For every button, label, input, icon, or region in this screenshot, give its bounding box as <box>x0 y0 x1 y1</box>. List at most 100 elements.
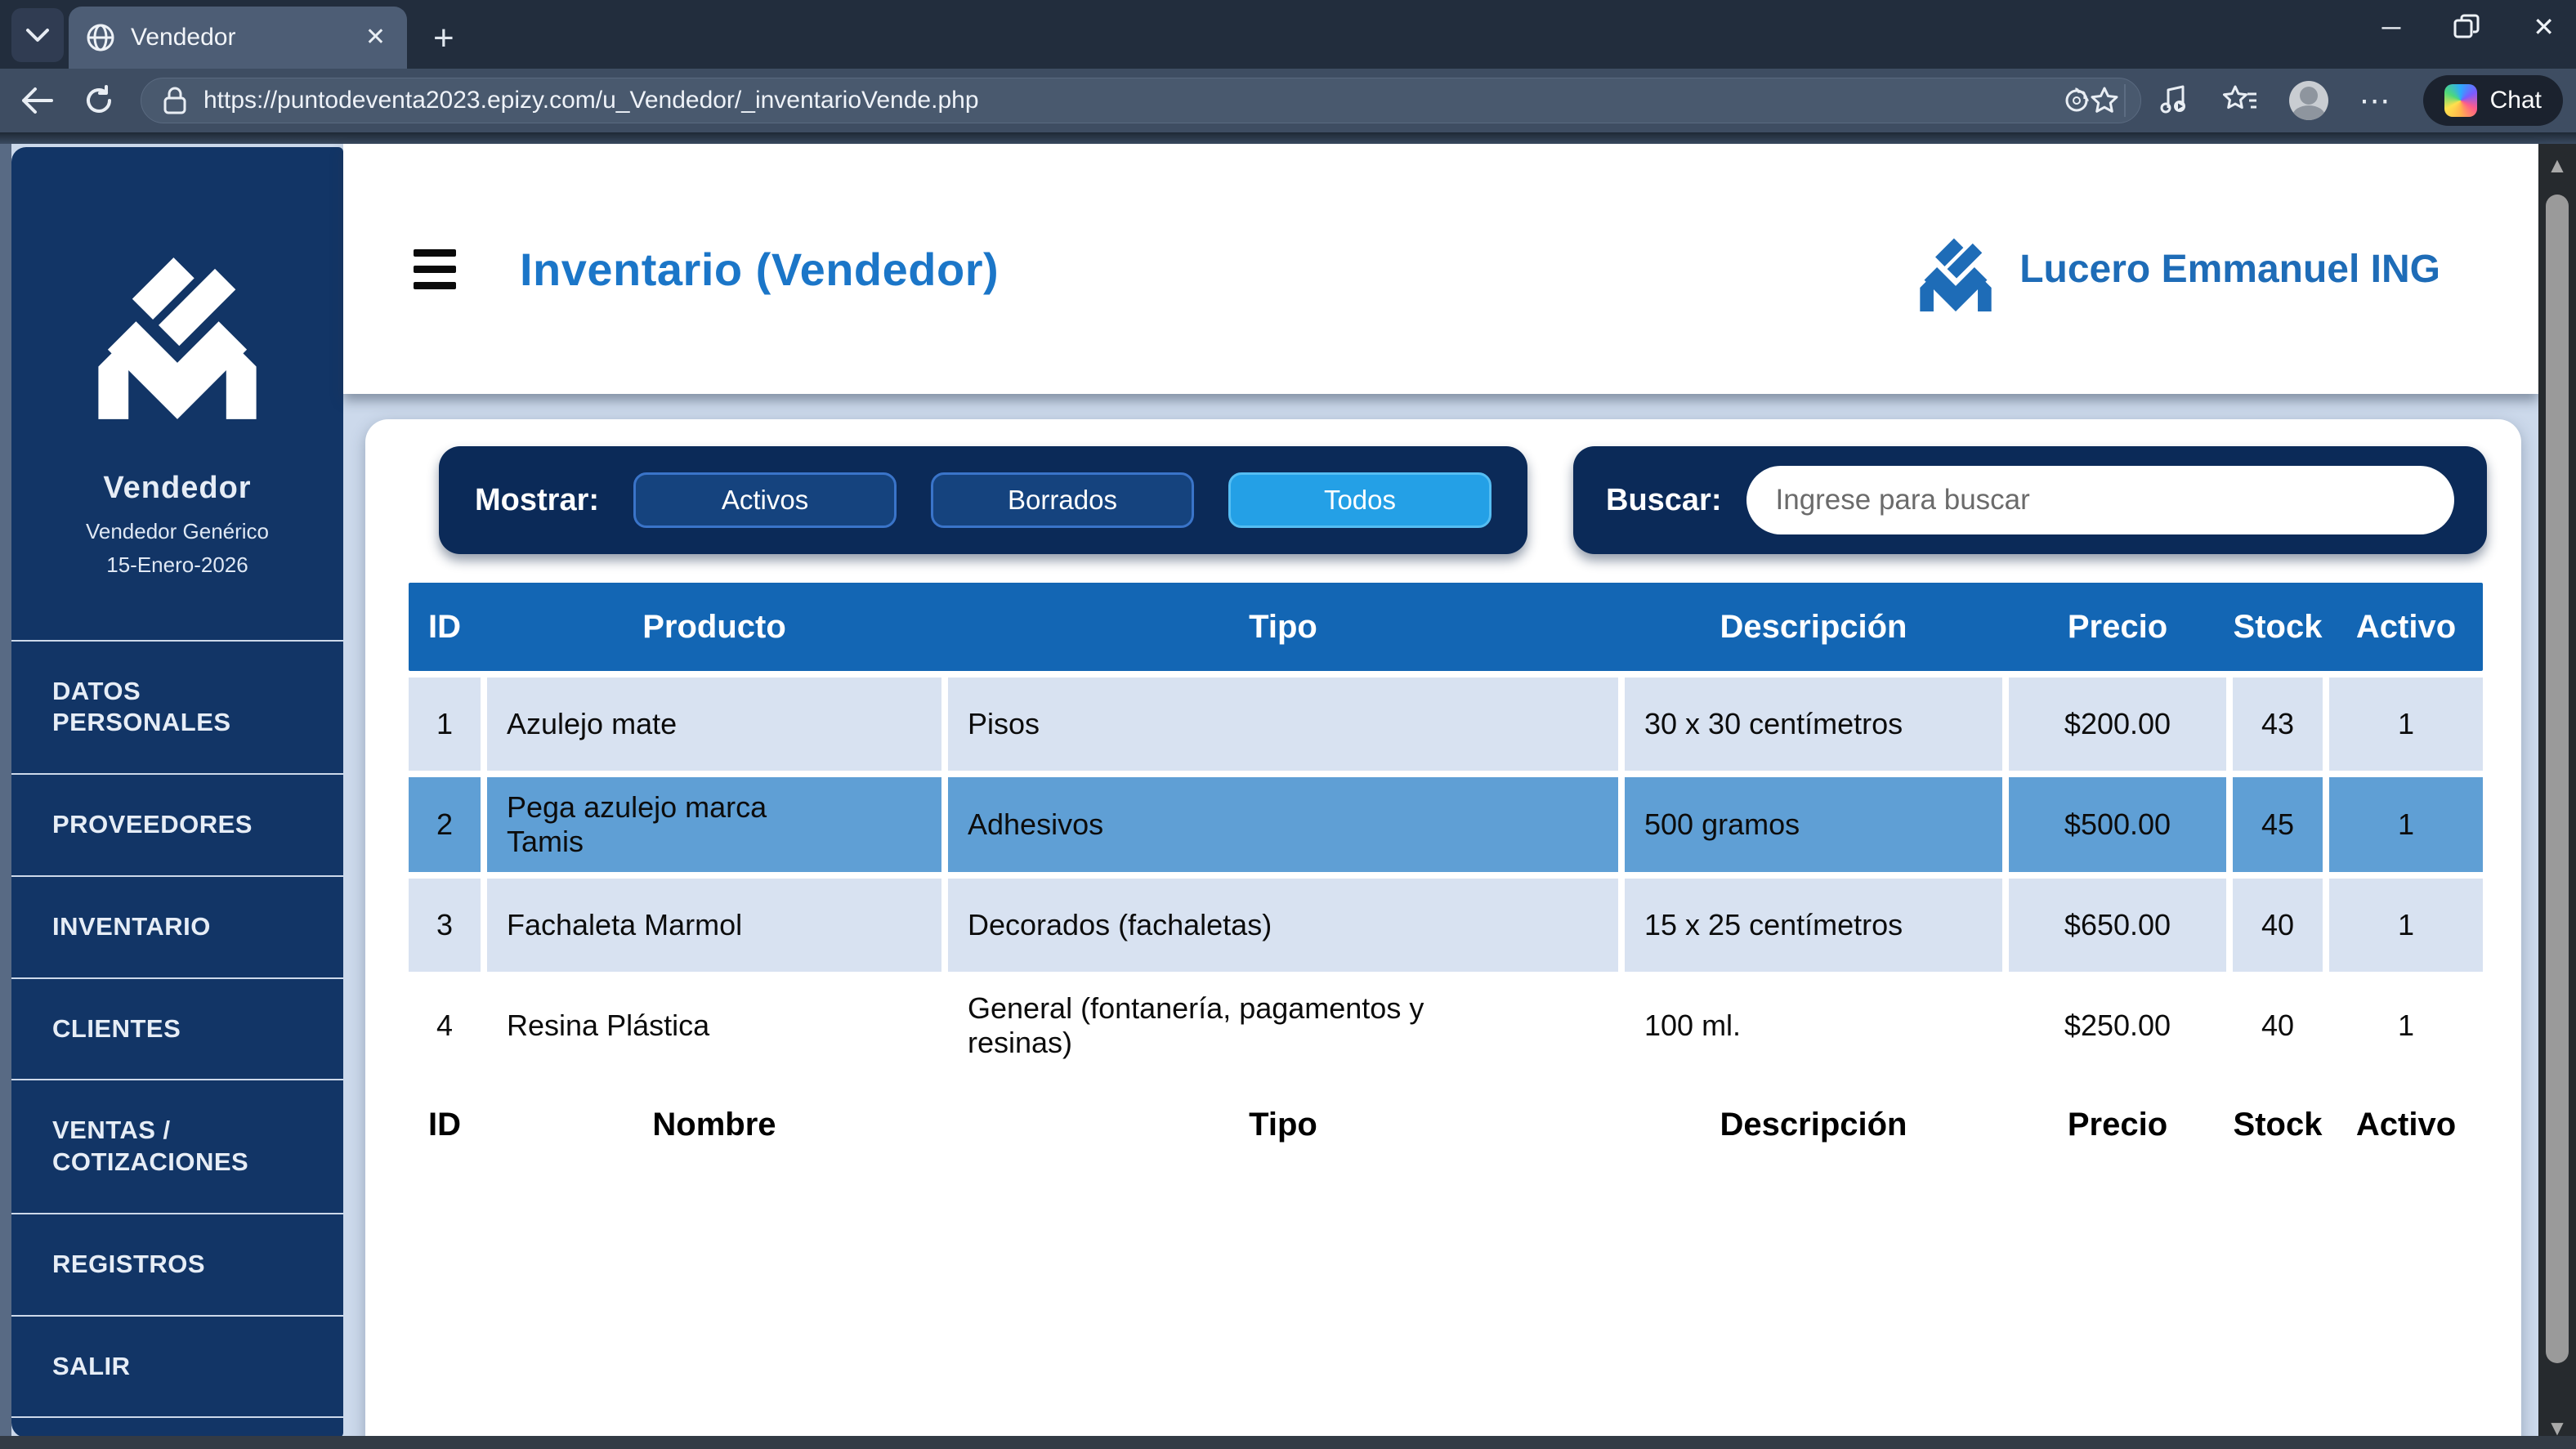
address-bar[interactable]: https://puntodeventa2023.epizy.com/u_Ven… <box>141 78 2141 123</box>
favorites-bar-icon[interactable] <box>2222 84 2258 117</box>
cell-tipo: General (fontanería, pagamentos y resina… <box>968 991 1424 1059</box>
col-header-id: ID <box>428 608 461 645</box>
cell-tipo: Adhesivos <box>948 777 1618 872</box>
filter-button-todos[interactable]: Todos <box>1228 472 1491 528</box>
cell-precio: $250.00 <box>2064 1008 2171 1042</box>
col-header-tipo: Tipo <box>1249 608 1317 645</box>
sidebar-item-ventas-cotizaciones[interactable]: VENTAS / COTIZACIONES <box>11 1079 343 1213</box>
back-button[interactable] <box>18 82 56 119</box>
brand-logo: Lucero Emmanuel ING <box>1913 144 2440 394</box>
cell-producto: Fachaleta Marmol <box>487 879 941 972</box>
filter-button-borrados[interactable]: Borrados <box>931 472 1194 528</box>
mostrar-label: Mostrar: <box>475 482 600 517</box>
sidebar-item-datos-personales[interactable]: DATOS PERSONALES <box>11 639 343 774</box>
chevron-down-icon <box>26 29 49 42</box>
tab-search-chevron-button[interactable] <box>11 8 64 62</box>
buscar-panel: Buscar: <box>1573 446 2487 554</box>
window-close-button[interactable]: ✕ <box>2533 12 2555 42</box>
footer-descripcion: Descripción <box>1720 1106 1907 1143</box>
cell-producto: Pega azulejo marca Tamis <box>487 777 941 872</box>
cell-stock: 40 <box>2233 879 2323 972</box>
sidebar-role-title: Vendedor <box>103 470 252 505</box>
search-input[interactable] <box>1746 466 2454 534</box>
footer-tipo: Tipo <box>1249 1106 1317 1143</box>
chat-label: Chat <box>2489 87 2542 114</box>
table-row[interactable]: 2 Pega azulejo marca Tamis Adhesivos 500… <box>409 777 2483 872</box>
sidebar-item-registros[interactable]: REGISTROS <box>11 1212 343 1315</box>
cell-producto: Resina Plástica <box>507 1008 710 1042</box>
buscar-label: Buscar: <box>1606 482 1722 517</box>
tab-close-icon[interactable]: ✕ <box>364 24 386 51</box>
favorite-star-icon[interactable] <box>2090 86 2119 115</box>
footer-stock: Stock <box>2233 1106 2323 1143</box>
table-footer-row: ID Nombre Tipo Descripción Precio Stock … <box>409 1096 2483 1153</box>
brand-logo-icon <box>1920 239 1992 312</box>
page-title: Inventario (Vendedor) <box>520 243 1000 295</box>
col-header-producto: Producto <box>642 608 786 645</box>
url-text[interactable]: https://puntodeventa2023.epizy.com/u_Ven… <box>203 87 979 114</box>
media-controls-icon[interactable] <box>2157 83 2191 118</box>
cell-precio: $650.00 <box>2009 879 2226 972</box>
table-row[interactable]: 4 Resina Plástica General (fontanería, p… <box>409 978 2483 1073</box>
cell-id: 3 <box>409 879 481 972</box>
sidebar-date: 15-Enero-2026 <box>106 552 248 577</box>
page-scrollbar[interactable]: ▲ ▼ <box>2538 144 2576 1449</box>
cell-activo: 1 <box>2329 879 2483 972</box>
cell-precio: $500.00 <box>2009 777 2226 872</box>
cell-activo: 1 <box>2397 1008 2415 1042</box>
tab-title: Vendedor <box>131 24 236 51</box>
cell-precio: $200.00 <box>2009 678 2226 771</box>
new-tab-button[interactable]: + <box>433 18 454 58</box>
content-card: Mostrar: Activos Borrados Todos Buscar: … <box>365 419 2521 1449</box>
sidebar-item-inventario[interactable]: INVENTARIO <box>11 874 343 977</box>
col-header-descripcion: Descripción <box>1720 608 1907 645</box>
cell-id: 2 <box>409 777 481 872</box>
table-header-row: ID Producto Tipo Descripción Precio Stoc… <box>409 583 2483 671</box>
globe-favicon <box>87 24 114 51</box>
table-row[interactable]: 3 Fachaleta Marmol Decorados (fachaletas… <box>409 879 2483 972</box>
table-row[interactable]: 1 Azulejo mate Pisos 30 x 30 centímetros… <box>409 678 2483 771</box>
browser-tab-strip: Vendedor ✕ + ─ ✕ <box>0 0 2576 69</box>
window-bottom-edge <box>0 1436 2576 1449</box>
footer-id: ID <box>428 1106 461 1143</box>
cell-id: 1 <box>409 678 481 771</box>
refresh-button[interactable] <box>80 82 118 119</box>
cell-descripcion: 500 gramos <box>1625 777 2002 872</box>
footer-nombre: Nombre <box>652 1106 776 1143</box>
col-header-activo: Activo <box>2355 608 2457 645</box>
cell-activo: 1 <box>2329 678 2483 771</box>
scrollbar-down-arrow[interactable]: ▼ <box>2547 1415 2568 1440</box>
page-background: Vendedor Vendedor Genérico 15-Enero-2026… <box>0 144 2576 1449</box>
browser-tab[interactable]: Vendedor ✕ <box>69 7 407 69</box>
window-minimize-button[interactable]: ─ <box>2381 11 2401 42</box>
company-logo-icon <box>98 257 257 419</box>
sidebar-item-proveedores[interactable]: PROVEEDORES <box>11 773 343 875</box>
profile-avatar[interactable] <box>2288 81 2328 120</box>
cell-stock: 43 <box>2233 678 2323 771</box>
cell-activo: 1 <box>2329 777 2483 872</box>
mostrar-filter-panel: Mostrar: Activos Borrados Todos <box>439 446 1527 554</box>
sidebar-menu: DATOS PERSONALES PROVEEDORES INVENTARIO … <box>11 639 343 1419</box>
copilot-chat-button[interactable]: Chat <box>2422 75 2563 126</box>
page-header: Inventario (Vendedor) Lucero Emmanuel IN… <box>343 144 2538 394</box>
cell-descripcion: 30 x 30 centímetros <box>1625 678 2002 771</box>
extensions-icon[interactable] <box>2060 84 2093 117</box>
sidebar-item-salir[interactable]: SALIR <box>11 1314 343 1419</box>
brand-name: Lucero Emmanuel ING <box>2019 247 2440 291</box>
cell-descripcion: 15 x 25 centímetros <box>1625 879 2002 972</box>
cell-descripcion: 100 ml. <box>1644 1008 1742 1042</box>
cell-producto: Azulejo mate <box>487 678 941 771</box>
filter-button-activos[interactable]: Activos <box>633 472 897 528</box>
copilot-logo-icon <box>2444 84 2477 117</box>
scrollbar-up-arrow[interactable]: ▲ <box>2547 152 2568 177</box>
settings-menu-icon[interactable]: ⋯ <box>2359 83 2392 119</box>
cell-tipo: Decorados (fachaletas) <box>948 879 1618 972</box>
window-restore-button[interactable] <box>2453 13 2480 41</box>
cell-stock: 40 <box>2261 1008 2295 1042</box>
hamburger-menu-icon[interactable] <box>414 248 456 289</box>
col-header-precio: Precio <box>2067 608 2168 645</box>
footer-precio: Precio <box>2067 1106 2168 1143</box>
scrollbar-thumb[interactable] <box>2546 195 2569 1363</box>
toolbar-shadow <box>0 132 2576 144</box>
sidebar-item-clientes[interactable]: CLIENTES <box>11 977 343 1080</box>
